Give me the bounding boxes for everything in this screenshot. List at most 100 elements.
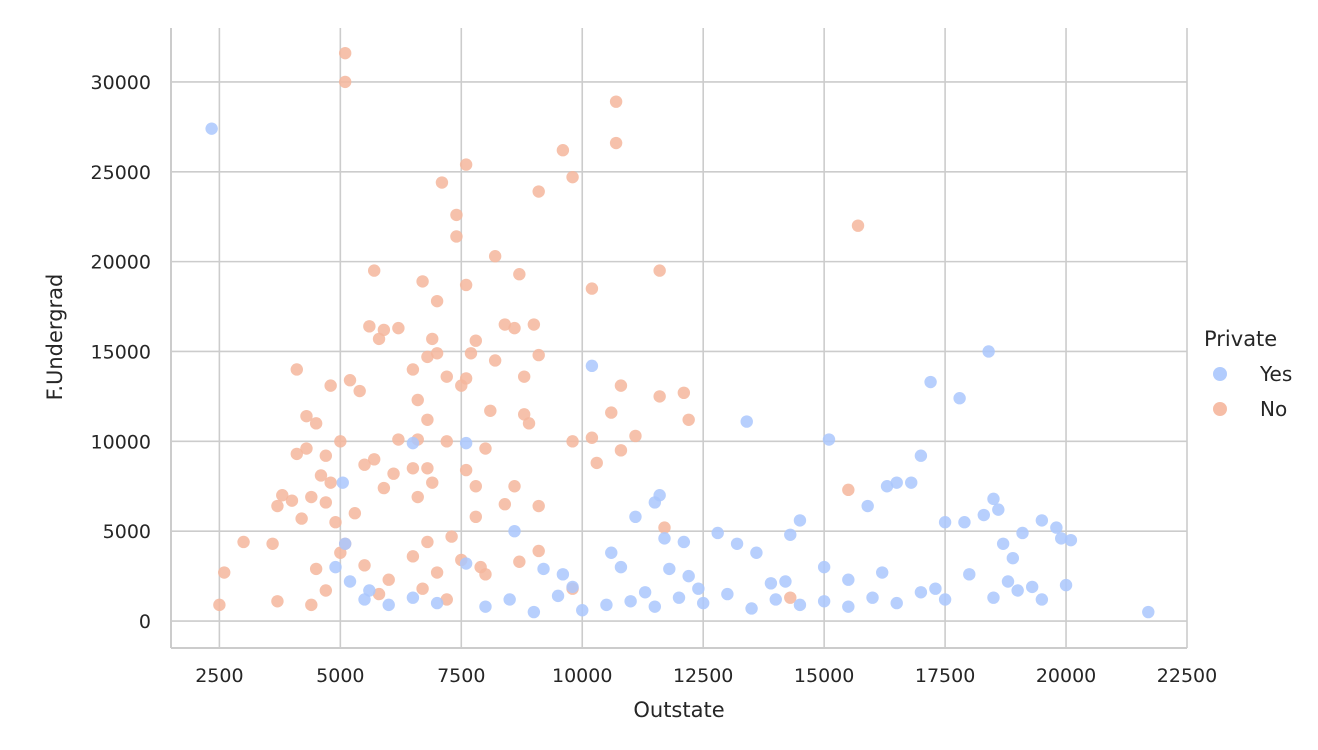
scatter-point-yes	[677, 535, 691, 549]
scatter-point-yes	[1050, 521, 1063, 534]
scatter-point-no	[426, 476, 439, 489]
scatter-point-yes	[663, 562, 676, 576]
scatter-point-yes	[769, 593, 782, 606]
scatter-point-no	[416, 582, 429, 595]
scatter-point-no	[285, 494, 299, 507]
scatter-point-no	[653, 390, 666, 403]
y-tick-label: 10000	[91, 431, 151, 453]
scatter-point-no	[784, 591, 797, 604]
x-tick-label: 15000	[794, 665, 854, 687]
scatter-point-no	[411, 393, 424, 407]
scatter-point-no	[614, 444, 628, 457]
scatter-point-no	[324, 476, 337, 489]
scatter-point-yes	[861, 499, 874, 513]
scatter-point-yes	[842, 600, 855, 613]
scatter-point-yes	[653, 489, 666, 502]
scatter-point-yes	[459, 557, 473, 570]
scatter-point-no	[363, 320, 376, 333]
scatter-point-yes	[1035, 593, 1049, 606]
scatter-point-no	[295, 512, 308, 525]
scatter-point-no	[430, 566, 444, 579]
y-tick-label: 5000	[103, 521, 151, 543]
scatter-point-yes	[692, 582, 705, 595]
scatter-point-no	[276, 489, 289, 502]
scatter-point-no	[406, 462, 420, 475]
scatter-point-yes	[784, 528, 797, 541]
scatter-point-yes	[576, 604, 589, 617]
scatter-point-no	[498, 318, 512, 331]
scatter-point-no	[484, 404, 497, 417]
scatter-point-yes	[1059, 578, 1073, 592]
scatter-point-yes	[866, 591, 879, 604]
scatter-point-yes	[459, 436, 473, 450]
scatter-point-no	[271, 499, 284, 513]
scatter-point-no	[421, 413, 434, 426]
scatter-point-no	[527, 318, 541, 331]
scatter-point-yes	[929, 582, 942, 595]
scatter-point-yes	[992, 503, 1005, 516]
scatter-point-yes	[682, 569, 695, 583]
scatter-point-no	[368, 264, 381, 277]
scatter-point-no	[372, 332, 386, 346]
scatter-point-no	[372, 587, 386, 601]
scatter-point-no	[513, 555, 526, 568]
scatter-point-yes	[721, 587, 734, 601]
scatter-point-yes	[958, 516, 971, 529]
scatter-point-yes	[817, 595, 831, 608]
scatter-point-yes	[658, 532, 671, 545]
legend: Private Yes No	[1204, 327, 1292, 421]
scatter-point-no	[237, 535, 250, 549]
scatter-point-no	[305, 598, 318, 612]
scatter-point-yes	[624, 595, 637, 608]
scatter-point-no	[309, 417, 323, 430]
scatter-point-yes	[551, 589, 565, 603]
scatter-point-yes	[779, 575, 792, 588]
scatter-point-no	[590, 456, 603, 470]
scatter-point-yes	[585, 359, 599, 373]
scatter-point-no	[488, 250, 502, 263]
scatter-point-no	[459, 463, 473, 477]
scatter-point-no	[469, 334, 482, 347]
scatter-point-yes	[1001, 575, 1015, 588]
scatter-point-yes	[914, 586, 928, 599]
scatter-point-no	[851, 219, 865, 232]
scatter-point-yes	[406, 591, 420, 604]
scatter-point-yes	[842, 573, 855, 586]
scatter-point-no	[319, 449, 333, 462]
scatter-point-yes	[730, 537, 744, 550]
scatter-point-yes	[336, 476, 349, 489]
scatter-point-yes	[329, 560, 342, 574]
x-tick-label: 10000	[552, 665, 612, 687]
data-points	[205, 46, 1155, 619]
legend-label-no: No	[1260, 397, 1287, 421]
scatter-point-no	[450, 230, 463, 243]
scatter-point-no	[271, 595, 284, 608]
scatter-point-yes	[890, 596, 903, 610]
scatter-point-no	[343, 374, 357, 387]
scatter-point-no	[469, 480, 482, 493]
scatter-point-no	[300, 409, 313, 423]
scatter-point-yes	[750, 546, 763, 559]
scatter-point-yes	[793, 514, 807, 527]
scatter-point-yes	[793, 598, 807, 612]
scatter-point-no	[517, 370, 531, 383]
scatter-point-no	[532, 544, 545, 558]
scatter-point-yes	[566, 580, 579, 594]
scatter-point-no	[522, 417, 536, 430]
scatter-point-no	[459, 158, 473, 171]
y-tick-label: 15000	[91, 341, 151, 363]
scatter-point-no	[629, 429, 642, 443]
scatter-point-no	[266, 537, 279, 550]
scatter-point-no	[421, 535, 434, 549]
scatter-point-no	[440, 435, 453, 448]
scatter-point-no	[479, 442, 492, 455]
scatter-point-no	[585, 431, 599, 444]
x-tick-label: 7500	[437, 665, 485, 687]
x-tick-label: 17500	[915, 665, 975, 687]
scatter-point-yes	[977, 508, 990, 522]
scatter-point-no	[435, 176, 449, 189]
scatter-point-yes	[648, 600, 662, 613]
scatter-point-yes	[430, 596, 444, 610]
scatter-point-no	[455, 379, 468, 392]
grid	[171, 28, 1188, 648]
